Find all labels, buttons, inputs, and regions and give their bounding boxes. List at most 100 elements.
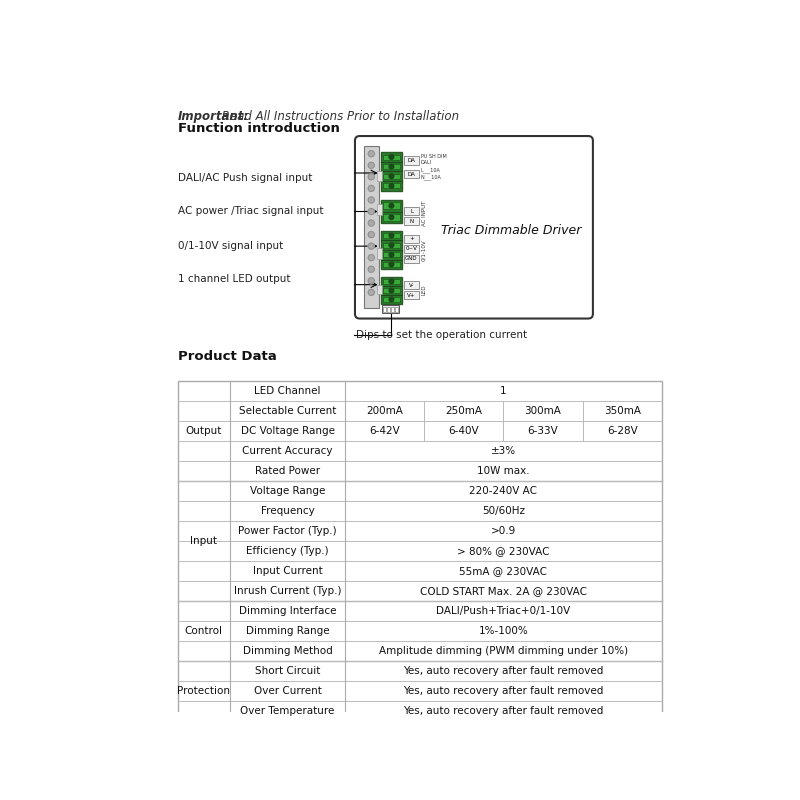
Text: Voltage Range: Voltage Range bbox=[250, 486, 326, 496]
Text: N: N bbox=[410, 218, 414, 224]
Text: 6-28V: 6-28V bbox=[607, 426, 638, 436]
Bar bbox=[381, 152, 402, 190]
Text: Read All Instructions Prior to Installation: Read All Instructions Prior to Installat… bbox=[218, 110, 459, 123]
Bar bbox=[383, 252, 400, 258]
Bar bbox=[383, 262, 400, 267]
Text: Over Current: Over Current bbox=[254, 686, 322, 696]
Circle shape bbox=[368, 290, 374, 295]
Bar bbox=[378, 249, 382, 259]
Bar bbox=[383, 154, 400, 159]
Text: Triac Dimmable Driver: Triac Dimmable Driver bbox=[441, 224, 581, 238]
Circle shape bbox=[368, 266, 374, 272]
Text: Input Current: Input Current bbox=[253, 566, 322, 576]
Bar bbox=[381, 200, 402, 223]
Text: LED: LED bbox=[422, 285, 426, 295]
FancyBboxPatch shape bbox=[355, 136, 593, 318]
Text: 220-240V AC: 220-240V AC bbox=[470, 486, 538, 496]
Text: Input: Input bbox=[190, 536, 218, 546]
Text: 6-42V: 6-42V bbox=[369, 426, 400, 436]
Bar bbox=[378, 171, 382, 181]
Text: Amplitude dimming (PWM dimming under 10%): Amplitude dimming (PWM dimming under 10%… bbox=[379, 646, 628, 656]
Bar bbox=[383, 164, 400, 169]
Bar bbox=[383, 306, 386, 312]
Text: 0/1-10V: 0/1-10V bbox=[422, 239, 426, 261]
Bar bbox=[381, 230, 402, 270]
Text: 1: 1 bbox=[500, 386, 506, 396]
Bar bbox=[383, 298, 400, 302]
Text: GND: GND bbox=[406, 256, 418, 262]
Text: V-: V- bbox=[409, 282, 414, 287]
Circle shape bbox=[389, 164, 394, 169]
Text: L: L bbox=[410, 209, 413, 214]
Text: Dimming Method: Dimming Method bbox=[242, 646, 333, 656]
Bar bbox=[387, 306, 390, 312]
Text: DALI/AC Push signal input: DALI/AC Push signal input bbox=[178, 174, 312, 183]
Text: 300mA: 300mA bbox=[525, 406, 562, 416]
Bar bbox=[382, 306, 399, 313]
Bar bbox=[363, 146, 379, 308]
Bar bbox=[404, 245, 419, 253]
Text: Over Temperature: Over Temperature bbox=[240, 706, 334, 716]
Bar bbox=[404, 217, 419, 226]
Circle shape bbox=[389, 215, 394, 219]
Text: > 80% @ 230VAC: > 80% @ 230VAC bbox=[457, 546, 550, 556]
Circle shape bbox=[389, 234, 394, 238]
Circle shape bbox=[368, 231, 374, 238]
Bar bbox=[404, 156, 419, 165]
Text: AC INPUT: AC INPUT bbox=[422, 200, 426, 226]
Bar bbox=[404, 170, 419, 178]
Text: Dips to set the operation current: Dips to set the operation current bbox=[356, 330, 527, 340]
Text: Function introduction: Function introduction bbox=[178, 122, 339, 135]
Circle shape bbox=[389, 279, 394, 284]
Text: 10W max.: 10W max. bbox=[477, 466, 530, 476]
Circle shape bbox=[368, 186, 374, 191]
Text: 0~V: 0~V bbox=[406, 246, 418, 251]
Circle shape bbox=[368, 254, 374, 261]
Text: Control: Control bbox=[185, 626, 223, 636]
Circle shape bbox=[389, 262, 394, 266]
Text: Dimming Interface: Dimming Interface bbox=[239, 606, 336, 616]
Text: V+: V+ bbox=[407, 293, 416, 298]
Text: Product Data: Product Data bbox=[178, 350, 276, 363]
Circle shape bbox=[389, 297, 394, 302]
Text: L___10A: L___10A bbox=[421, 167, 441, 173]
Bar bbox=[383, 242, 400, 248]
Text: 6-33V: 6-33V bbox=[528, 426, 558, 436]
Text: DA: DA bbox=[408, 158, 415, 162]
Text: Protection: Protection bbox=[178, 686, 230, 696]
Text: DALI/Push+Triac+0/1-10V: DALI/Push+Triac+0/1-10V bbox=[436, 606, 570, 616]
Bar bbox=[383, 202, 400, 209]
Text: AC power /Triac signal input: AC power /Triac signal input bbox=[178, 206, 323, 217]
Circle shape bbox=[368, 197, 374, 203]
Text: +: + bbox=[409, 236, 414, 242]
Circle shape bbox=[368, 209, 374, 214]
Bar bbox=[383, 214, 400, 221]
Text: Frequency: Frequency bbox=[261, 506, 314, 516]
Text: 6-40V: 6-40V bbox=[449, 426, 479, 436]
Circle shape bbox=[389, 154, 394, 159]
Circle shape bbox=[389, 183, 394, 188]
Circle shape bbox=[368, 150, 374, 157]
Bar bbox=[404, 291, 419, 299]
Bar bbox=[383, 183, 400, 188]
Bar bbox=[404, 281, 419, 290]
Text: Current Accuracy: Current Accuracy bbox=[242, 446, 333, 456]
Bar bbox=[178, 381, 662, 722]
Bar bbox=[395, 306, 398, 312]
Bar bbox=[378, 285, 382, 294]
Text: Dimming Range: Dimming Range bbox=[246, 626, 330, 636]
Bar bbox=[383, 174, 400, 178]
Bar bbox=[404, 234, 419, 243]
Circle shape bbox=[368, 162, 374, 168]
Text: Output: Output bbox=[186, 426, 222, 436]
Text: Inrush Current (Typ.): Inrush Current (Typ.) bbox=[234, 586, 342, 596]
Text: 200mA: 200mA bbox=[366, 406, 403, 416]
Bar bbox=[378, 204, 382, 214]
Text: Short Circuit: Short Circuit bbox=[255, 666, 320, 676]
Bar bbox=[404, 207, 419, 215]
Bar bbox=[391, 306, 394, 312]
Text: Selectable Current: Selectable Current bbox=[239, 406, 336, 416]
Circle shape bbox=[389, 253, 394, 257]
Text: N___10A: N___10A bbox=[421, 174, 442, 180]
Text: Important:: Important: bbox=[178, 110, 249, 123]
